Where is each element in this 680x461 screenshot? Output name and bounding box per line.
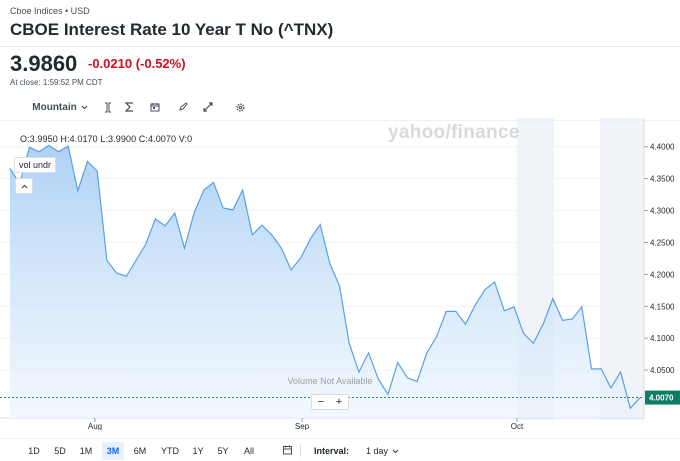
x-tick-label: Aug bbox=[88, 422, 102, 430]
price-chart[interactable]: Volume Not Available 4.4000 4.3500 4.3000 4… bbox=[0, 118, 680, 430]
quote-price: 3.9860 bbox=[10, 51, 78, 76]
draw-pencil-icon[interactable] bbox=[175, 98, 191, 116]
x-tick-label: Oct bbox=[511, 422, 524, 430]
y-tick-label: 4.4000 bbox=[650, 143, 675, 152]
study-legend-chip[interactable]: vol undr bbox=[14, 157, 57, 173]
divider bbox=[0, 438, 680, 439]
chart-type-label: Mountain bbox=[32, 101, 77, 113]
chevron-down-icon bbox=[81, 105, 88, 109]
price-line bbox=[9, 144, 641, 410]
fullscreen-icon[interactable] bbox=[200, 98, 216, 116]
chevron-down-icon bbox=[392, 449, 399, 453]
market-time: At close: 1:59:52 PM CDT bbox=[10, 78, 103, 87]
divider bbox=[300, 445, 301, 457]
range-1d[interactable]: 1D bbox=[28, 446, 40, 456]
range-1y[interactable]: 1Y bbox=[192, 446, 204, 456]
indicators-icon[interactable] bbox=[100, 98, 116, 116]
last-price-tag: 4.0070 bbox=[645, 390, 680, 405]
interval-dropdown[interactable]: 1 day bbox=[366, 442, 399, 460]
ohlc-readout: O:3.9950 H:4.0170 L:3.9900 C:4.0070 V:0 bbox=[20, 134, 193, 144]
chart-toolbar: Mountain bbox=[0, 96, 680, 118]
volume-not-available: Volume Not Available bbox=[288, 376, 373, 386]
interval-value: 1 day bbox=[366, 446, 389, 456]
zoom-in-button[interactable]: + bbox=[335, 396, 343, 408]
chevron-up-icon bbox=[21, 184, 27, 188]
date-range-calendar-icon[interactable] bbox=[283, 445, 292, 457]
calendar-events-icon[interactable] bbox=[147, 98, 163, 116]
settings-icon[interactable] bbox=[232, 98, 248, 116]
y-tick-label: 4.3500 bbox=[650, 175, 675, 184]
sigma-icon[interactable] bbox=[121, 98, 137, 116]
interval-label: Interval: bbox=[314, 446, 350, 456]
range-selector: 1D 5D 1M 3M 6M YTD 1Y 5Y All Interval: 1… bbox=[0, 442, 680, 460]
x-tick-label: Sep bbox=[295, 422, 310, 430]
quote-change: -0.0210 (-0.52%) bbox=[88, 56, 186, 71]
weekend-shade bbox=[600, 118, 644, 420]
y-tick-label: 4.2000 bbox=[650, 270, 675, 279]
collapse-legend-button[interactable] bbox=[15, 178, 33, 194]
yahoo-finance-watermark: yahoo/finance bbox=[388, 122, 520, 143]
last-price-value: 4.0070 bbox=[649, 394, 674, 403]
y-tick-label: 4.1500 bbox=[650, 302, 675, 311]
range-5d[interactable]: 5D bbox=[54, 446, 66, 456]
divider bbox=[0, 120, 680, 121]
range-5y[interactable]: 5Y bbox=[217, 446, 229, 456]
zoom-controls: − + bbox=[311, 394, 349, 410]
zoom-out-button[interactable]: − bbox=[317, 396, 325, 408]
range-ytd[interactable]: YTD bbox=[161, 446, 179, 456]
chart-type-dropdown[interactable]: Mountain bbox=[30, 98, 90, 116]
y-tick-label: 4.3000 bbox=[650, 207, 675, 216]
y-tick-label: 4.1000 bbox=[650, 334, 675, 343]
divider bbox=[0, 46, 680, 47]
y-tick-label: 4.2500 bbox=[650, 238, 675, 247]
range-all[interactable]: All bbox=[243, 446, 254, 456]
breadcrumb: Cboe Indices • USD bbox=[10, 6, 90, 16]
range-1m[interactable]: 1M bbox=[79, 446, 93, 456]
price-area bbox=[10, 145, 640, 418]
range-3m[interactable]: 3M bbox=[102, 442, 124, 460]
y-tick-label: 4.0500 bbox=[650, 366, 675, 375]
range-6m[interactable]: 6M bbox=[133, 446, 147, 456]
page-title: CBOE Interest Rate 10 Year T No (^TNX) bbox=[10, 20, 334, 39]
